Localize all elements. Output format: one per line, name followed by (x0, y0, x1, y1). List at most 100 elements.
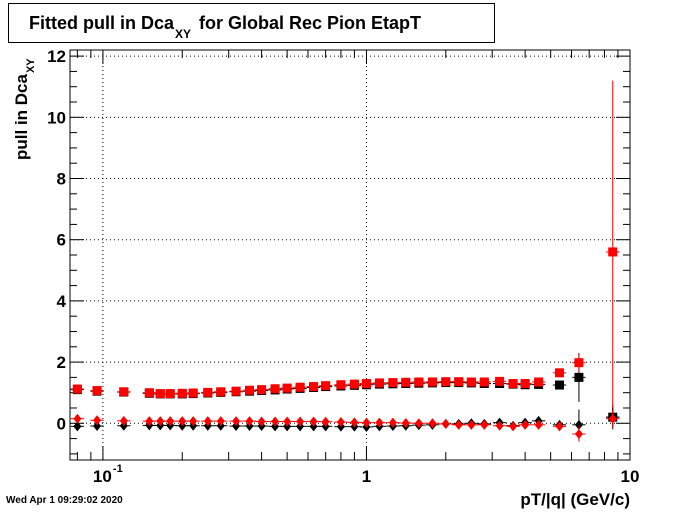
data-point (309, 382, 319, 392)
data-point (283, 416, 292, 427)
data-point (362, 417, 371, 428)
data-point (361, 379, 371, 389)
x-tick-label: 1 (362, 467, 371, 486)
data-point (554, 380, 564, 390)
data-point (554, 368, 564, 378)
data-point (574, 358, 584, 368)
data-point (296, 416, 305, 427)
data-point (216, 387, 226, 397)
data-point (155, 389, 165, 399)
data-point (534, 377, 544, 387)
data-points (70, 80, 620, 442)
title-subscript: XY (175, 27, 192, 41)
axis-ticks (70, 50, 631, 460)
data-point (388, 417, 397, 428)
data-point (144, 388, 154, 398)
data-point (189, 416, 198, 427)
x-axis-label: pT/|q| (GeV/c) (520, 490, 630, 509)
x-tick-label: 10 (93, 467, 112, 486)
data-point (156, 416, 165, 427)
data-point (231, 386, 241, 396)
y-tick-label: 8 (57, 170, 66, 189)
data-point (92, 386, 102, 396)
data-point (414, 377, 424, 387)
data-point (414, 418, 423, 429)
data-point (216, 416, 225, 427)
data-point (321, 381, 331, 391)
y-axis-label-main: pull in Dca (12, 74, 31, 160)
data-point (93, 421, 102, 432)
y-tick-label: 6 (57, 231, 66, 250)
data-point (388, 378, 398, 388)
data-point (375, 417, 384, 428)
grid-lines (70, 50, 631, 460)
data-point (608, 247, 618, 257)
data-point (454, 377, 464, 387)
data-point (349, 379, 359, 389)
series-1 (70, 80, 620, 424)
data-point (72, 384, 82, 394)
data-point (93, 415, 102, 426)
data-point (271, 416, 280, 427)
series-3 (70, 409, 620, 442)
x-tick-label: 10 (621, 467, 640, 486)
data-point (270, 384, 280, 394)
data-point (466, 377, 476, 387)
data-point (177, 388, 187, 398)
data-point (495, 420, 504, 431)
data-point (574, 372, 584, 382)
data-point (282, 383, 292, 393)
data-point (508, 379, 518, 389)
data-point (467, 419, 476, 430)
data-point (428, 418, 437, 429)
data-point (73, 413, 82, 424)
data-point (309, 416, 318, 427)
data-point (145, 416, 154, 427)
y-axis-label-subscript: XY (25, 58, 37, 74)
data-point (574, 419, 583, 430)
data-point (73, 421, 82, 432)
data-point (245, 416, 254, 427)
data-point (119, 415, 128, 426)
chart-title: Fitted pull in DcaXY for Global Rec Pion … (29, 13, 421, 41)
data-point (165, 389, 175, 399)
data-point (119, 387, 129, 397)
data-point (521, 419, 530, 430)
y-tick-label: 0 (57, 414, 66, 433)
data-point (454, 419, 463, 430)
y-tick-label: 10 (47, 108, 66, 127)
data-point (166, 416, 175, 427)
plot-frame (69, 49, 631, 461)
data-point (245, 385, 255, 395)
title-main: Fitted pull in Dca (29, 13, 175, 33)
data-point (374, 378, 384, 388)
data-point (203, 387, 213, 397)
data-point (295, 382, 305, 392)
data-point (178, 416, 187, 427)
data-point (321, 416, 330, 427)
data-point (257, 416, 266, 427)
data-point (534, 419, 543, 430)
data-point (509, 421, 518, 432)
data-point (495, 376, 505, 386)
data-point (336, 417, 345, 428)
data-point (401, 377, 411, 387)
y-tick-label: 2 (57, 353, 66, 372)
y-tick-label: 4 (57, 292, 67, 311)
data-point (480, 419, 489, 430)
data-point (520, 379, 530, 389)
y-tick-label: 12 (47, 47, 66, 66)
timestamp: Wed Apr 1 09:29:02 2020 (6, 495, 123, 506)
data-point (232, 416, 241, 427)
data-point (188, 388, 198, 398)
data-point (441, 418, 450, 429)
data-point (257, 385, 267, 395)
data-point (401, 417, 410, 428)
y-axis-label: pull in DcaXY (12, 58, 37, 160)
data-point (427, 377, 437, 387)
data-point (574, 428, 583, 439)
data-point (350, 417, 359, 428)
data-point (479, 377, 489, 387)
